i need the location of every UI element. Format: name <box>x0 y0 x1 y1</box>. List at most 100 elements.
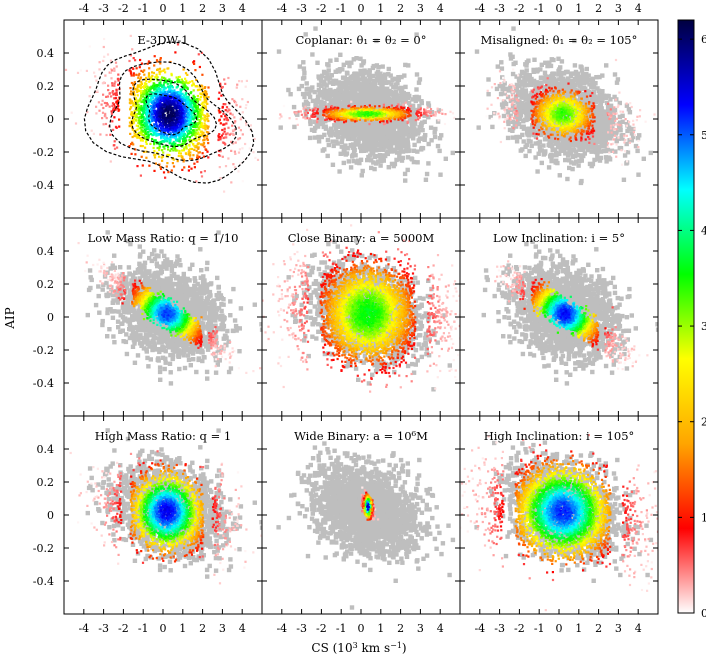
density-cell <box>174 149 177 152</box>
density-cell <box>180 88 183 91</box>
reference-point <box>376 147 381 153</box>
density-cell <box>149 77 152 80</box>
reference-point <box>418 122 424 127</box>
density-cell <box>201 108 204 111</box>
density-cell <box>136 134 139 137</box>
reference-point <box>367 76 373 82</box>
density-cell <box>133 81 136 84</box>
reference-point <box>391 95 396 101</box>
density-cell <box>206 115 209 118</box>
density-cell <box>157 117 160 120</box>
density-cell <box>174 127 177 130</box>
reference-point <box>375 135 380 141</box>
density-cell <box>218 133 221 136</box>
density-cell <box>134 112 137 115</box>
density-cell <box>157 108 160 111</box>
density-cell <box>129 87 132 90</box>
reference-point <box>347 97 353 102</box>
density-cell <box>182 160 185 163</box>
reference-point <box>325 153 330 159</box>
density-cell <box>463 120 465 122</box>
density-cell <box>196 101 199 104</box>
density-cell <box>135 73 138 76</box>
reference-point <box>359 77 364 82</box>
density-cell <box>153 116 156 119</box>
density-cell <box>157 90 160 93</box>
reference-point <box>368 125 374 131</box>
reference-point <box>380 142 385 147</box>
density-cell <box>146 125 150 128</box>
reference-point <box>366 83 372 88</box>
reference-point <box>426 103 432 108</box>
reference-point <box>359 63 364 68</box>
density-cell <box>223 118 226 121</box>
density-cell <box>111 90 115 93</box>
density-cell <box>314 106 317 110</box>
density-cell <box>161 109 164 112</box>
reference-point <box>416 138 421 144</box>
reference-point <box>371 124 376 129</box>
density-cell <box>232 163 235 166</box>
density-cell <box>158 163 161 166</box>
density-cell <box>162 69 165 72</box>
density-cell <box>142 106 145 109</box>
density-cell <box>153 169 156 172</box>
density-cell <box>168 127 172 130</box>
x-tick-label: 0 <box>160 2 167 15</box>
density-cell <box>330 108 333 111</box>
density-cell <box>178 79 181 82</box>
density-cell <box>417 118 420 121</box>
density-cell <box>204 105 207 108</box>
density-cell <box>147 118 150 121</box>
density-cell <box>184 115 187 118</box>
density-cell <box>141 113 144 116</box>
density-cell <box>386 115 389 118</box>
density-cell <box>181 149 184 152</box>
density-cell <box>64 68 68 71</box>
reference-point <box>403 84 408 90</box>
reference-point <box>343 102 349 107</box>
density-cell <box>409 114 412 117</box>
density-cell <box>220 134 224 137</box>
reference-point <box>396 104 402 109</box>
density-cell <box>194 116 197 119</box>
density-cell <box>145 82 148 86</box>
density-cell <box>322 113 325 116</box>
reference-point <box>353 122 358 127</box>
density-cell <box>156 76 159 79</box>
density-cell <box>166 162 169 165</box>
contour-line <box>108 61 237 162</box>
density-map <box>64 34 262 193</box>
reference-point <box>399 158 405 163</box>
density-cell <box>195 98 198 101</box>
density-cell <box>156 132 159 135</box>
density-cell <box>154 153 157 156</box>
density-cell <box>133 100 136 103</box>
density-cell <box>152 95 155 98</box>
reference-point <box>366 141 371 146</box>
reference-point <box>388 134 394 139</box>
reference-point <box>418 136 423 141</box>
density-cell <box>204 89 207 93</box>
density-cell <box>238 137 242 140</box>
density-cell <box>137 107 140 110</box>
density-cell <box>182 133 185 136</box>
density-cell <box>162 128 165 131</box>
density-cell <box>115 88 118 91</box>
density-cell <box>196 156 199 159</box>
density-cell <box>186 102 189 105</box>
density-cell <box>181 129 185 132</box>
reference-point <box>328 130 333 135</box>
density-cell <box>178 109 181 112</box>
density-cell <box>237 126 241 129</box>
density-cell <box>204 148 207 151</box>
reference-point <box>372 93 378 99</box>
density-cell <box>131 135 134 139</box>
density-cell <box>103 101 106 105</box>
reference-point <box>383 153 388 159</box>
density-cell <box>203 86 206 89</box>
density-cell <box>90 129 93 132</box>
density-cell <box>245 104 248 107</box>
density-cell <box>145 128 148 131</box>
density-cell <box>169 142 172 145</box>
